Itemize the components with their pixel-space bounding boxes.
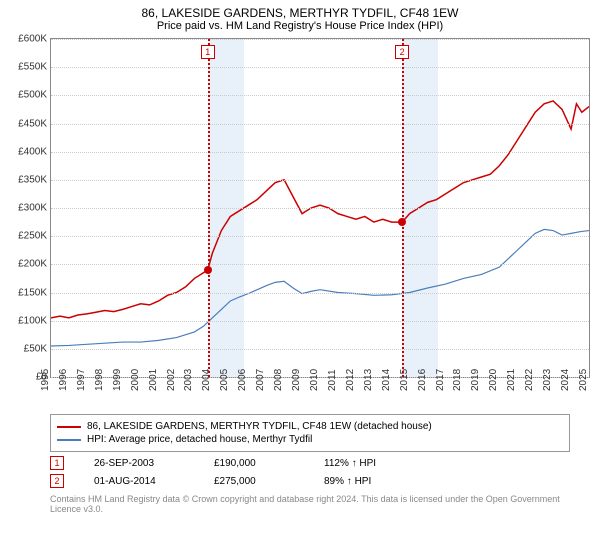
x-axis-label: 2003 — [183, 369, 194, 391]
x-axis-label: 1996 — [58, 369, 69, 391]
y-axis-label: £50K — [24, 343, 47, 354]
legend: 86, LAKESIDE GARDENS, MERTHYR TYDFIL, CF… — [50, 414, 570, 452]
x-axis-label: 1997 — [76, 369, 87, 391]
x-axis-label: 2020 — [488, 369, 499, 391]
x-axis-label: 2006 — [237, 369, 248, 391]
sale-vs-hpi: 112% ↑ HPI — [324, 458, 376, 469]
sale-marker-line — [402, 39, 404, 377]
legend-label: 86, LAKESIDE GARDENS, MERTHYR TYDFIL, CF… — [87, 421, 432, 432]
x-axis-label: 1999 — [112, 369, 123, 391]
x-axis-label: 2007 — [255, 369, 266, 391]
chart-subtitle: Price paid vs. HM Land Registry's House … — [0, 20, 600, 38]
gridline-h — [51, 95, 589, 96]
sale-date: 01-AUG-2014 — [94, 476, 184, 487]
gridline-h — [51, 321, 589, 322]
legend-swatch — [57, 439, 81, 441]
x-axis-label: 2023 — [542, 369, 553, 391]
x-axis-label: 2025 — [578, 369, 589, 391]
chart-area: £0£50K£100K£150K£200K£250K£300K£350K£400… — [50, 38, 590, 408]
x-axis-label: 2014 — [381, 369, 392, 391]
x-axis-label: 1998 — [94, 369, 105, 391]
gridline-h — [51, 180, 589, 181]
footer-attribution: Contains HM Land Registry data © Crown c… — [50, 494, 570, 514]
x-axis-label: 2010 — [309, 369, 320, 391]
sale-marker-box: 1 — [201, 45, 215, 59]
x-axis-label: 2021 — [506, 369, 517, 391]
legend-label: HPI: Average price, detached house, Mert… — [87, 434, 312, 445]
chart-container: 86, LAKESIDE GARDENS, MERTHYR TYDFIL, CF… — [0, 0, 600, 560]
y-axis-label: £100K — [18, 315, 47, 326]
sales-table: 1 26-SEP-2003 £190,000 112% ↑ HPI 2 01-AUG-20… — [50, 456, 570, 488]
sale-marker-box: 2 — [395, 45, 409, 59]
x-axis-label: 2017 — [434, 369, 445, 391]
x-axis-label: 2009 — [291, 369, 302, 391]
y-axis-label: £300K — [18, 203, 47, 214]
x-axis-label: 2005 — [219, 369, 230, 391]
legend-item: HPI: Average price, detached house, Mert… — [57, 434, 563, 445]
sale-vs-hpi: 89% ↑ HPI — [324, 476, 371, 487]
sale-row: 1 26-SEP-2003 £190,000 112% ↑ HPI — [50, 456, 570, 470]
gridline-h — [51, 236, 589, 237]
sale-row: 2 01-AUG-2014 £275,000 89% ↑ HPI — [50, 474, 570, 488]
y-axis-label: £200K — [18, 259, 47, 270]
x-axis-label: 2024 — [560, 369, 571, 391]
y-axis-label: £350K — [18, 174, 47, 185]
sale-date: 26-SEP-2003 — [94, 458, 184, 469]
y-axis-label: £500K — [18, 90, 47, 101]
legend-swatch — [57, 426, 81, 428]
x-axis-label: 2019 — [470, 369, 481, 391]
plot-region: £0£50K£100K£150K£200K£250K£300K£350K£400… — [50, 38, 590, 378]
y-axis-label: £600K — [18, 34, 47, 45]
x-axis-label: 2001 — [147, 369, 158, 391]
y-axis-label: £550K — [18, 62, 47, 73]
x-axis-label: 2018 — [452, 369, 463, 391]
gridline-h — [51, 264, 589, 265]
gridline-h — [51, 293, 589, 294]
series-line — [51, 101, 589, 318]
y-axis-label: £400K — [18, 146, 47, 157]
gridline-h — [51, 152, 589, 153]
x-axis-label: 2000 — [130, 369, 141, 391]
x-axis-label: 2016 — [416, 369, 427, 391]
chart-title: 86, LAKESIDE GARDENS, MERTHYR TYDFIL, CF… — [0, 0, 600, 20]
sale-price: £275,000 — [214, 476, 294, 487]
x-axis-label: 2012 — [345, 369, 356, 391]
sale-id-box: 2 — [50, 474, 64, 488]
y-axis-label: £450K — [18, 118, 47, 129]
x-axis-label: 2002 — [165, 369, 176, 391]
sale-price: £190,000 — [214, 458, 294, 469]
y-axis-label: £150K — [18, 287, 47, 298]
series-line — [51, 229, 589, 346]
x-axis-label: 2008 — [273, 369, 284, 391]
x-axis-label: 2013 — [363, 369, 374, 391]
sale-id-box: 1 — [50, 456, 64, 470]
x-axis-label: 2022 — [524, 369, 535, 391]
gridline-h — [51, 67, 589, 68]
gridline-h — [51, 39, 589, 40]
legend-item: 86, LAKESIDE GARDENS, MERTHYR TYDFIL, CF… — [57, 421, 563, 432]
sale-marker-dot — [204, 266, 212, 274]
sale-marker-dot — [398, 218, 406, 226]
gridline-h — [51, 208, 589, 209]
gridline-h — [51, 349, 589, 350]
sale-marker-line — [208, 39, 210, 377]
y-axis-label: £250K — [18, 231, 47, 242]
x-axis-label: 2011 — [327, 369, 338, 391]
gridline-h — [51, 124, 589, 125]
x-axis-label: 1995 — [40, 369, 51, 391]
